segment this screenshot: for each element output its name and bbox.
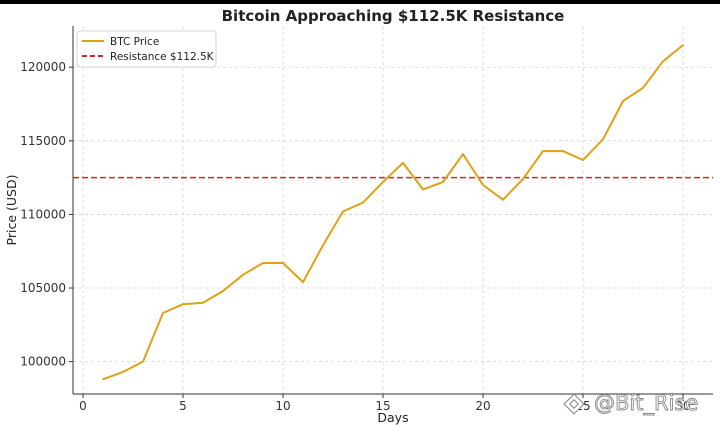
btc-price-line [102, 44, 684, 381]
btc-price-point [162, 312, 164, 314]
y-tick-label: 110000 [20, 207, 66, 221]
btc-price-point [662, 60, 664, 63]
watermark: @Bit_Rise [563, 391, 699, 416]
axes [72, 26, 713, 395]
y-tick-label: 100000 [20, 355, 66, 369]
btc-price-point [182, 303, 184, 306]
watermark-text: @Bit_Rise [594, 391, 698, 416]
y-axis-label: Price (USD) [4, 175, 19, 246]
chart-title: Bitcoin Approaching $112.5K Resistance [222, 7, 565, 25]
btc-price-point [222, 290, 224, 292]
btc-price-point [522, 178, 524, 180]
btc-price-point [682, 44, 684, 47]
y-tick-label: 120000 [20, 60, 66, 74]
btc-price-point [102, 378, 104, 381]
btc-price-point [242, 273, 244, 276]
x-tick-label: 15 [375, 399, 390, 413]
y-tick-label: 115000 [20, 134, 66, 148]
btc-price-point [362, 201, 364, 204]
legend-label-btc-price: BTC Price [110, 36, 159, 48]
btc-price-point [302, 281, 304, 284]
data-series [102, 44, 684, 381]
legend-box [76, 30, 217, 68]
legend-label-resistance: Resistance $112.5K [110, 51, 215, 63]
btc-price-point [622, 100, 624, 102]
btc-price-point [582, 159, 584, 161]
x-tick-label: 0 [79, 399, 87, 413]
x-axis-label: Days [377, 410, 408, 425]
btc-price-point [442, 181, 444, 183]
btc-price-point [142, 360, 144, 363]
btc-price-point [122, 371, 124, 373]
x-tick-label: 10 [275, 399, 290, 413]
btc-price-point [402, 161, 404, 164]
btc-price-point [382, 181, 384, 183]
btc-price-point [482, 184, 484, 186]
btc-price-point [642, 86, 644, 89]
btc-price-point [462, 153, 464, 155]
binance-logo-icon [563, 393, 585, 415]
btc-price-point [502, 198, 504, 201]
x-tick-label: 30 [675, 399, 690, 413]
btc-price-point [602, 138, 604, 141]
btc-price-point [422, 188, 424, 191]
btc-price-point [342, 210, 344, 213]
y-axis-ticks: 100000 105000 110000 115000 120000 [20, 60, 73, 369]
btc-price-point [262, 262, 264, 264]
btc-price-point [542, 150, 544, 153]
btc-price-point [562, 150, 564, 153]
x-tick-label: 20 [475, 399, 490, 413]
y-tick-label: 105000 [20, 281, 66, 295]
top-border [0, 0, 720, 4]
x-tick-label: 5 [179, 399, 187, 413]
x-axis-ticks: 0 5 10 15 20 25 30 [79, 394, 691, 413]
legend: BTC Price Resistance $112.5K [76, 30, 217, 68]
grid-lines [73, 26, 713, 394]
btc-price-point [322, 244, 324, 247]
btc-price-point [282, 262, 284, 264]
btc-price-point [202, 301, 204, 304]
